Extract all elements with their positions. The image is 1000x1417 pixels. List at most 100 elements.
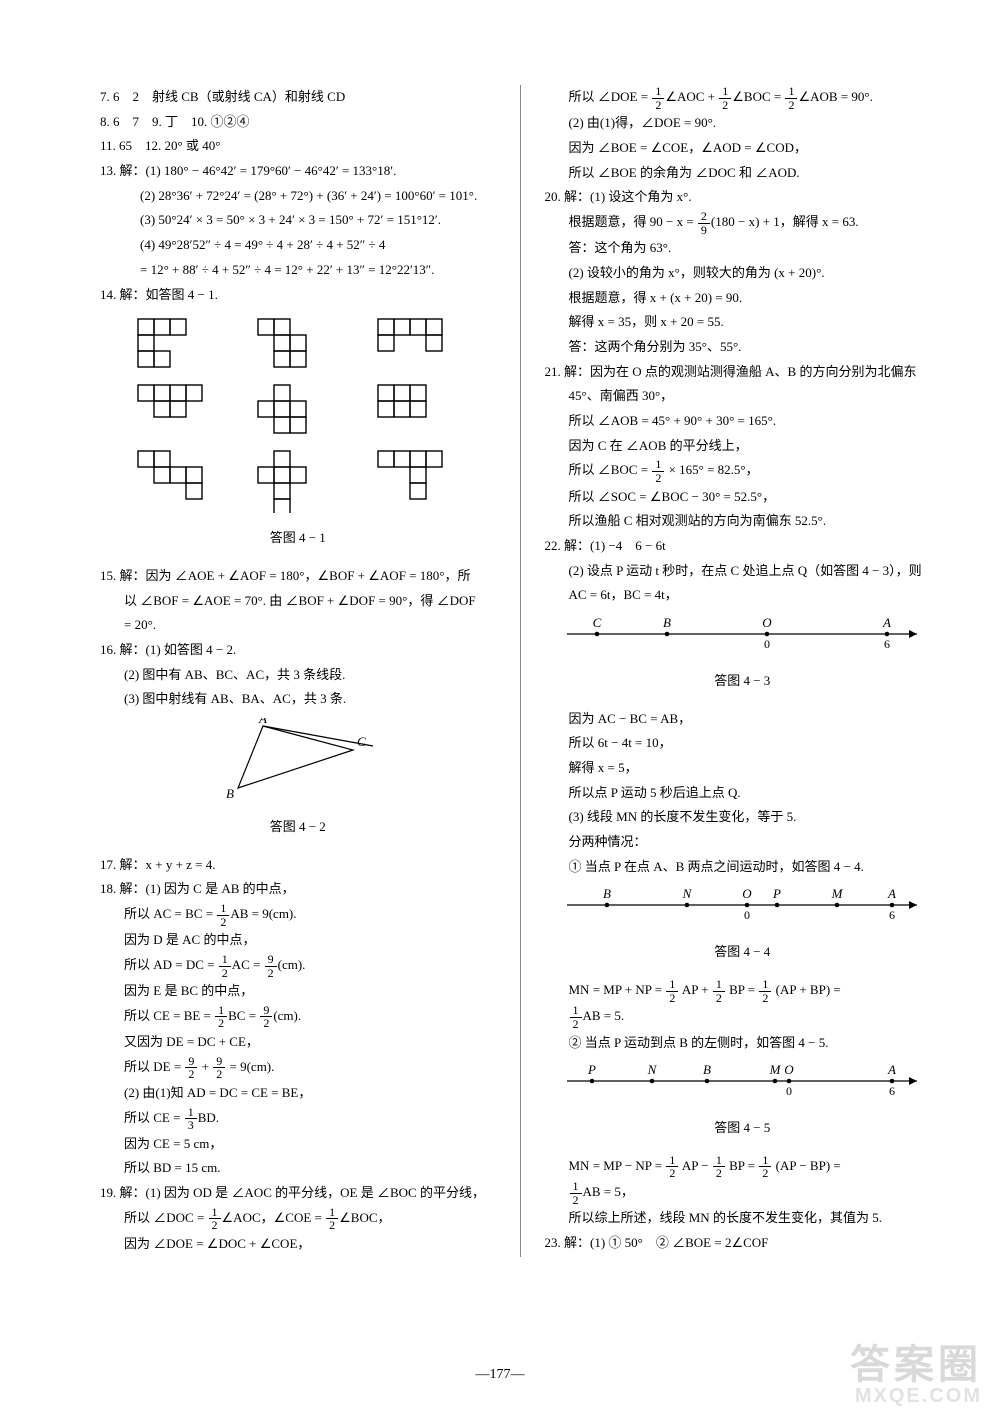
text: 解得 x = 5， [545, 756, 941, 781]
text: 所以 CE = BE = 12BC = 92(cm). [100, 1004, 496, 1030]
svg-text:P: P [587, 1062, 596, 1077]
text: = 12° + 88′ ÷ 4 + 52″ ÷ 4 = 12° + 22′ + … [100, 258, 496, 283]
text: 20. 解：(1) 设这个角为 x°. [545, 185, 941, 210]
text: 14. 解：如答图 4 − 1. [100, 283, 496, 308]
text: 解得 x = 35，则 x + 20 = 55. [545, 310, 941, 335]
text: 所以渔船 C 相对观测站的方向为南偏东 52.5°. [545, 509, 941, 534]
figure-caption: 答图 4 − 2 [100, 815, 496, 840]
svg-text:A: A [887, 1062, 896, 1077]
text: (2) 设点 P 运动 t 秒时，在点 C 处追上点 Q（如答图 4 − 3），… [545, 559, 941, 584]
column-divider [520, 85, 521, 1257]
svg-text:A: A [258, 718, 267, 726]
svg-text:M: M [769, 1062, 782, 1077]
text: 所以 AC = BC = 12AB = 9(cm). [100, 902, 496, 928]
text: 所以 6t − 4t = 10， [545, 731, 941, 756]
svg-text:O: O [743, 886, 753, 901]
text: ① 当点 P 在点 A、B 两点之间运动时，如答图 4 − 4. [545, 855, 941, 880]
svg-text:B: B [703, 1062, 711, 1077]
text: 以 ∠BOF = ∠AOE = 70°. 由 ∠BOF + ∠DOF = 90°… [100, 589, 496, 614]
svg-text:A: A [882, 615, 891, 630]
text: 所以 ∠BOE 的余角为 ∠DOC 和 ∠AOD. [545, 161, 941, 186]
page: 7. 6 2 射线 CB（或射线 CA）和射线 CD 8. 6 7 9. 丁 1… [0, 0, 1000, 1417]
text: 所以 ∠DOC = 12∠AOC，∠COE = 12∠BOC， [100, 1206, 496, 1232]
text: 22. 解：(1) −4 6 − 6t [545, 534, 941, 559]
text: (3) 线段 MN 的长度不发生变化，等于 5. [545, 805, 941, 830]
figure-caption: 答图 4 − 3 [545, 669, 941, 694]
text: 分两种情况： [545, 830, 941, 855]
text: (3) 图中射线有 AB、BA、AC，共 3 条. [100, 687, 496, 712]
text: 19. 解：(1) 因为 OD 是 ∠AOC 的平分线，OE 是 ∠BOC 的平… [100, 1181, 496, 1206]
text: 23. 解：(1) ① 50° ② ∠BOE = 2∠COF [545, 1231, 941, 1256]
text: 所以 AD = DC = 12AC = 92(cm). [100, 953, 496, 979]
text: (2) 设较小的角为 x°，则较大的角为 (x + 20)°. [545, 261, 941, 286]
svg-text:0: 0 [786, 1084, 792, 1098]
text: 所以 DE = 92 + 92 = 9(cm). [100, 1055, 496, 1081]
left-column: 7. 6 2 射线 CB（或射线 CA）和射线 CD 8. 6 7 9. 丁 1… [100, 85, 496, 1257]
text: 因为 ∠DOE = ∠DOC + ∠COE， [100, 1232, 496, 1257]
figure-caption: 答图 4 − 5 [545, 1116, 941, 1141]
text: 因为 CE = 5 cm， [100, 1132, 496, 1157]
text: 16. 解：(1) 如答图 4 − 2. [100, 638, 496, 663]
text: 答：这两个角分别为 35°、55°. [545, 335, 941, 360]
figure-4-4-numberline: B N O 0 P M A 6 [557, 885, 927, 927]
two-column-layout: 7. 6 2 射线 CB（或射线 CA）和射线 CD 8. 6 7 9. 丁 1… [100, 85, 940, 1257]
svg-text:C: C [357, 734, 366, 749]
text: 因为 AC − BC = AB， [545, 707, 941, 732]
svg-text:B: B [663, 615, 671, 630]
text: 根据题意，得 x + (x + 20) = 90. [545, 286, 941, 311]
right-column: 所以 ∠DOE = 12∠AOC + 12∠BOC = 12∠AOB = 90°… [545, 85, 941, 1257]
svg-text:M: M [831, 886, 844, 901]
svg-text:N: N [647, 1062, 658, 1077]
text: 18. 解：(1) 因为 C 是 AB 的中点， [100, 877, 496, 902]
svg-text:N: N [682, 886, 693, 901]
text: AC = 6t，BC = 4t， [545, 583, 941, 608]
text: 所以 ∠DOE = 12∠AOC + 12∠BOC = 12∠AOB = 90°… [545, 85, 941, 111]
svg-text:A: A [887, 886, 896, 901]
svg-text:O: O [785, 1062, 795, 1077]
text: ② 当点 P 运动到点 B 的左侧时，如答图 4 − 5. [545, 1031, 941, 1056]
svg-text:0: 0 [744, 908, 750, 922]
text: 又因为 DE = DC + CE， [100, 1030, 496, 1055]
svg-text:6: 6 [889, 908, 895, 922]
svg-text:B: B [603, 886, 611, 901]
figure-caption: 答图 4 − 1 [100, 526, 496, 551]
text: 根据题意，得 90 − x = 29(180 − x) + 1，解得 x = 6… [545, 210, 941, 236]
text: 45°、南偏西 30°， [545, 384, 941, 409]
figure-4-2-triangle: A B C [203, 718, 393, 802]
text: 所以综上所述，线段 MN 的长度不发生变化，其值为 5. [545, 1206, 941, 1231]
text: 因为 C 在 ∠AOB 的平分线上， [545, 434, 941, 459]
figure-4-5-numberline: P N B MO 0 A 6 [557, 1061, 927, 1103]
svg-text:B: B [226, 786, 234, 801]
figure-4-3-numberline: CBO0A6 [557, 614, 927, 656]
text: 21. 解：因为在 O 点的观测站测得渔船 A、B 的方向分别为北偏东 [545, 360, 941, 385]
text: 13. 解：(1) 180° − 46°42′ = 179°60′ − 46°4… [100, 159, 496, 184]
svg-text:6: 6 [889, 1084, 895, 1098]
text: (3) 50°24′ × 3 = 50° × 3 + 24′ × 3 = 150… [100, 208, 496, 233]
text: 所以点 P 运动 5 秒后追上点 Q. [545, 781, 941, 806]
watermark: 答案圈 MXQE.COM [850, 1344, 982, 1407]
text: 7. 6 2 射线 CB（或射线 CA）和射线 CD [100, 85, 496, 110]
text: 15. 解：因为 ∠AOE + ∠AOF = 180°，∠BOF + ∠AOF … [100, 564, 496, 589]
text: 所以 ∠BOC = 12 × 165° = 82.5°， [545, 458, 941, 484]
text: 17. 解：x + y + z = 4. [100, 853, 496, 878]
svg-text:P: P [772, 886, 781, 901]
text: 所以 ∠SOC = ∠BOC − 30° = 52.5°， [545, 485, 941, 510]
svg-text:6: 6 [884, 637, 890, 651]
text: = 20°. [100, 613, 496, 638]
svg-text:O: O [763, 615, 773, 630]
text: 12AB = 5， [545, 1180, 941, 1206]
figure-caption: 答图 4 − 4 [545, 940, 941, 965]
text: 因为 ∠BOE = ∠COE，∠AOD = ∠COD， [545, 136, 941, 161]
text: (2) 图中有 AB、BC、AC，共 3 条线段. [100, 663, 496, 688]
text: 11. 65 12. 20° 或 40° [100, 134, 496, 159]
text: MN = MP + NP = 12 AP + 12 BP = 12 (AP + … [545, 978, 941, 1004]
text: 因为 E 是 BC 的中点， [100, 979, 496, 1004]
text: 因为 D 是 AC 的中点， [100, 928, 496, 953]
text: 答：这个角为 63°. [545, 236, 941, 261]
text: 所以 ∠AOB = 45° + 90° + 30° = 165°. [545, 409, 941, 434]
text: 12AB = 5. [545, 1004, 941, 1030]
figure-4-1-nets [118, 313, 478, 513]
text: MN = MP − NP = 12 AP − 12 BP = 12 (AP − … [545, 1154, 941, 1180]
text: (2) 由(1)知 AD = DC = CE = BE， [100, 1081, 496, 1106]
text: 所以 CE = 13BD. [100, 1106, 496, 1132]
